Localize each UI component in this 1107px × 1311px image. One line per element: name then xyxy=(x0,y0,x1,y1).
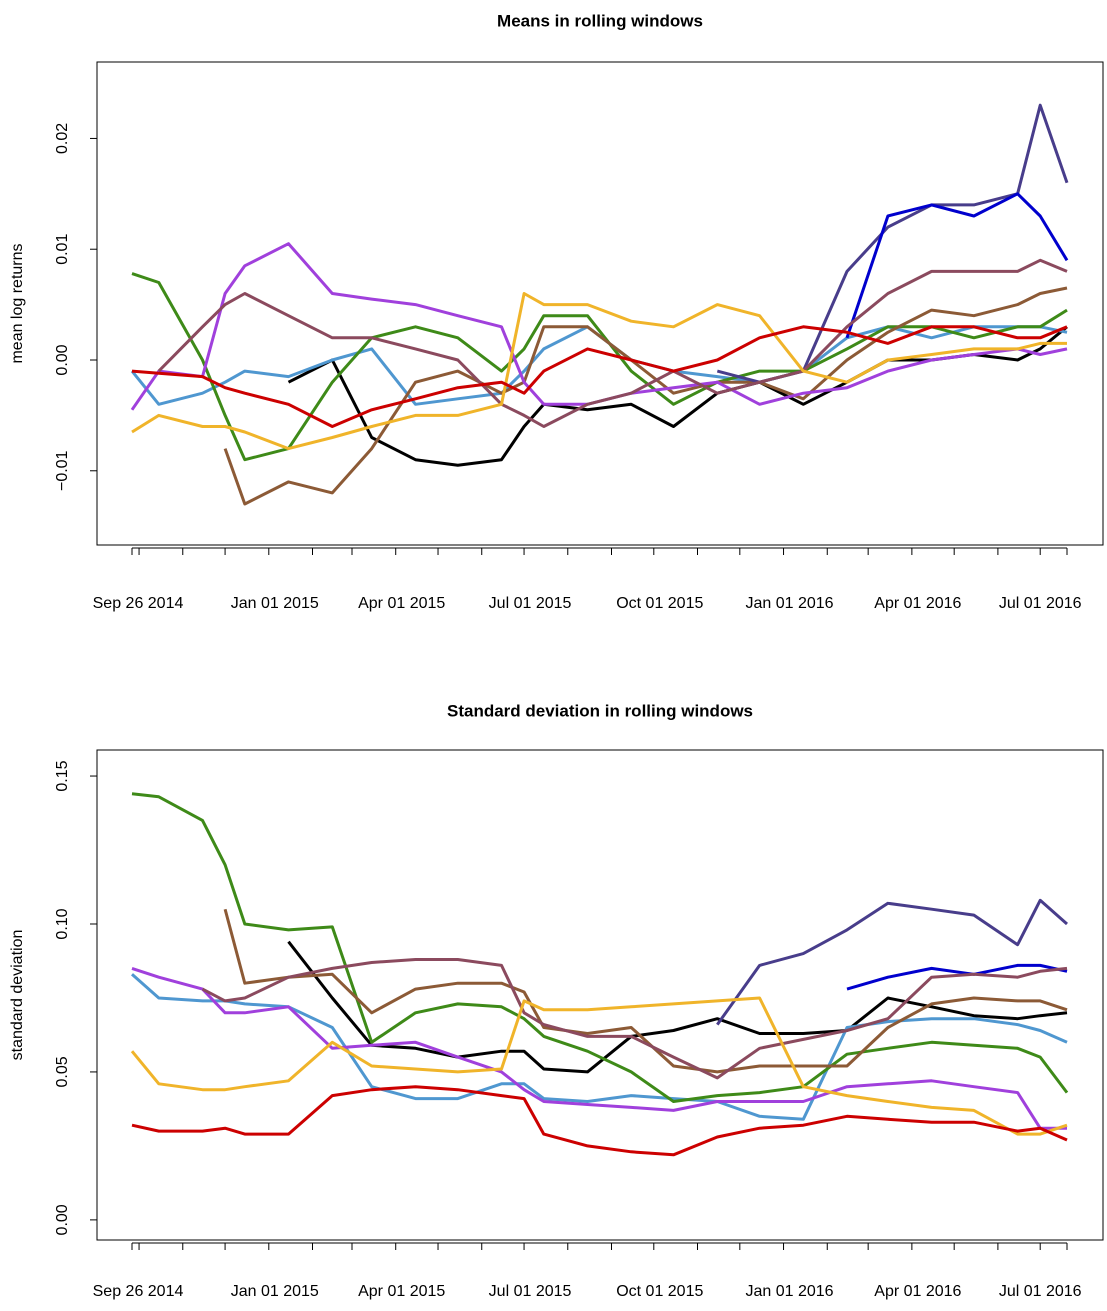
series-line xyxy=(131,966,1067,1130)
series-line xyxy=(131,325,1068,428)
y-tick-label: 0.02 xyxy=(54,123,71,154)
y-tick-label: 0.00 xyxy=(54,1204,71,1235)
x-tick-label: Sep 26 2014 xyxy=(93,595,184,612)
series-line xyxy=(131,272,1068,462)
x-tick-label: Jan 01 2015 xyxy=(231,1283,319,1300)
series-line xyxy=(130,325,1068,406)
x-tick-label: Oct 01 2015 xyxy=(616,1283,703,1300)
y-tick-label: 0.05 xyxy=(54,1056,71,1087)
series-line xyxy=(846,963,1068,991)
series-line xyxy=(131,292,1067,451)
x-tick-label: Jan 01 2016 xyxy=(745,1283,833,1300)
x-tick-label: Oct 01 2015 xyxy=(616,595,703,612)
x-tick-label: Jul 01 2015 xyxy=(489,595,572,612)
series-line xyxy=(223,908,1068,1074)
x-tick-label: Apr 01 2016 xyxy=(874,1283,961,1300)
x-tick-label: Jan 01 2015 xyxy=(231,595,319,612)
plot-frame xyxy=(96,749,1104,1241)
y-tick-label: 0.01 xyxy=(54,234,71,265)
y-axis-title: standard deviation xyxy=(9,930,26,1061)
x-tick-label: Jan 01 2016 xyxy=(745,595,833,612)
series-line xyxy=(716,898,1068,1026)
x-tick-label: Jul 01 2016 xyxy=(999,1283,1082,1300)
series-line xyxy=(131,792,1069,1103)
y-tick-label: −0.01 xyxy=(54,450,71,491)
y-tick-label: 0.00 xyxy=(54,344,71,375)
series-line xyxy=(201,958,1068,1080)
x-tick-label: Sep 26 2014 xyxy=(93,1283,184,1300)
series-line xyxy=(130,242,1068,411)
series-line xyxy=(157,258,1068,428)
y-tick-label: 0.15 xyxy=(54,760,71,791)
series-line xyxy=(131,973,1068,1121)
chart-title: Means in rolling windows xyxy=(497,11,703,30)
y-axis-title: mean log returns xyxy=(9,243,26,363)
series-line xyxy=(130,996,1068,1136)
plot-frame xyxy=(96,61,1104,546)
x-tick-label: Jul 01 2015 xyxy=(489,1283,572,1300)
x-tick-label: Jul 01 2016 xyxy=(999,595,1082,612)
x-tick-label: Apr 01 2016 xyxy=(874,595,961,612)
x-tick-label: Apr 01 2015 xyxy=(358,1283,445,1300)
series-line xyxy=(845,192,1069,339)
series-line xyxy=(131,1085,1068,1157)
y-tick-label: 0.10 xyxy=(54,908,71,939)
series-line xyxy=(287,940,1068,1074)
x-tick-label: Apr 01 2015 xyxy=(358,595,445,612)
chart-title: Standard deviation in rolling windows xyxy=(447,701,753,720)
